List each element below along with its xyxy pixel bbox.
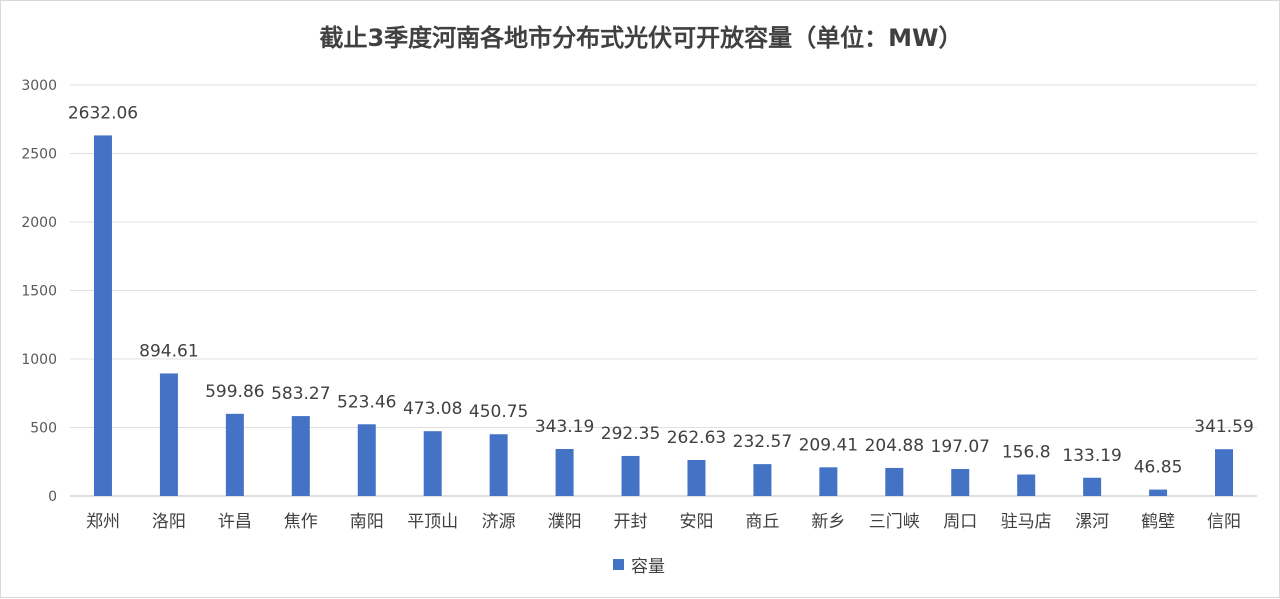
data-label: 292.35 xyxy=(601,424,660,444)
data-label: 204.88 xyxy=(865,436,924,456)
y-tick-label: 1000 xyxy=(21,352,57,368)
bar-17 xyxy=(1149,489,1168,496)
y-tick-label: 3000 xyxy=(21,78,57,94)
y-tick-label: 500 xyxy=(30,421,57,437)
x-tick-label: 驻马店 xyxy=(1001,512,1052,532)
data-label: 583.27 xyxy=(271,384,330,404)
bar-14 xyxy=(951,469,970,496)
x-tick-label: 新乡 xyxy=(811,512,845,532)
data-label: 232.57 xyxy=(733,432,792,452)
x-tick-label: 安阳 xyxy=(679,512,713,532)
bar-15 xyxy=(1017,474,1036,496)
data-labels: 2632.06 894.61 599.86 583.27 523.46 473.08 450… xyxy=(68,103,1254,477)
bar-2 xyxy=(159,373,178,496)
x-axis: 郑州 洛阳 许昌 焦作 南阳 平顶山 济源 濮阳 开封 安阳 商丘 新乡 三门峡 周口 驻马店 漯河 鹤壁 信阳 xyxy=(86,512,1241,532)
data-label: 133.19 xyxy=(1062,446,1121,466)
x-tick-label: 鹤壁 xyxy=(1141,512,1175,532)
x-tick-label: 开封 xyxy=(614,512,648,532)
bar-16 xyxy=(1083,477,1102,496)
x-tick-label: 焦作 xyxy=(284,512,318,532)
bar-4 xyxy=(291,416,310,496)
x-tick-label: 郑州 xyxy=(86,512,120,532)
bar-3 xyxy=(225,413,244,496)
data-label: 599.86 xyxy=(205,382,264,402)
x-tick-label: 濮阳 xyxy=(548,512,582,532)
x-tick-label: 漯河 xyxy=(1075,512,1109,532)
bar-12 xyxy=(819,467,838,496)
y-axis: 0 500 1000 1500 2000 2500 3000 xyxy=(21,78,57,505)
gridlines xyxy=(70,84,1257,497)
bar-5 xyxy=(357,424,376,496)
bar-18 xyxy=(1215,449,1234,496)
data-label: 2632.06 xyxy=(68,103,138,123)
data-label: 209.41 xyxy=(799,435,858,455)
bar-13 xyxy=(885,467,904,496)
y-tick-label: 2000 xyxy=(21,215,57,231)
bar-10 xyxy=(687,460,706,496)
legend-swatch xyxy=(613,559,624,570)
data-label: 523.46 xyxy=(337,392,396,412)
bar-7 xyxy=(489,434,508,496)
data-label: 450.75 xyxy=(469,402,528,422)
x-tick-label: 商丘 xyxy=(745,512,779,532)
bar-9 xyxy=(621,455,640,496)
x-tick-label: 洛阳 xyxy=(152,512,186,532)
data-label: 156.8 xyxy=(1002,443,1051,463)
data-label: 46.85 xyxy=(1134,458,1183,478)
y-tick-label: 0 xyxy=(48,489,57,505)
legend: 容量 xyxy=(613,557,665,577)
data-label: 343.19 xyxy=(535,417,594,437)
x-tick-label: 信阳 xyxy=(1207,512,1241,532)
x-tick-label: 三门峡 xyxy=(869,512,920,532)
bar-1 xyxy=(93,135,112,496)
bar-11 xyxy=(753,464,772,496)
data-label: 197.07 xyxy=(931,437,990,457)
data-label: 894.61 xyxy=(139,341,198,361)
data-label: 262.63 xyxy=(667,428,726,448)
chart-title: 截止3季度河南各地市分布式光伏可开放容量（单位：MW） xyxy=(319,24,962,52)
y-tick-label: 2500 xyxy=(21,147,57,163)
x-tick-label: 济源 xyxy=(482,512,516,532)
legend-label: 容量 xyxy=(631,557,665,577)
bar-8 xyxy=(555,448,574,496)
x-tick-label: 平顶山 xyxy=(407,512,458,532)
bars xyxy=(93,135,1234,496)
x-tick-label: 南阳 xyxy=(350,512,384,532)
y-tick-label: 1500 xyxy=(21,284,57,300)
data-label: 341.59 xyxy=(1194,417,1253,437)
data-label: 473.08 xyxy=(403,399,462,419)
x-tick-label: 许昌 xyxy=(218,512,252,532)
bar-6 xyxy=(423,431,442,496)
x-tick-label: 周口 xyxy=(943,512,977,532)
